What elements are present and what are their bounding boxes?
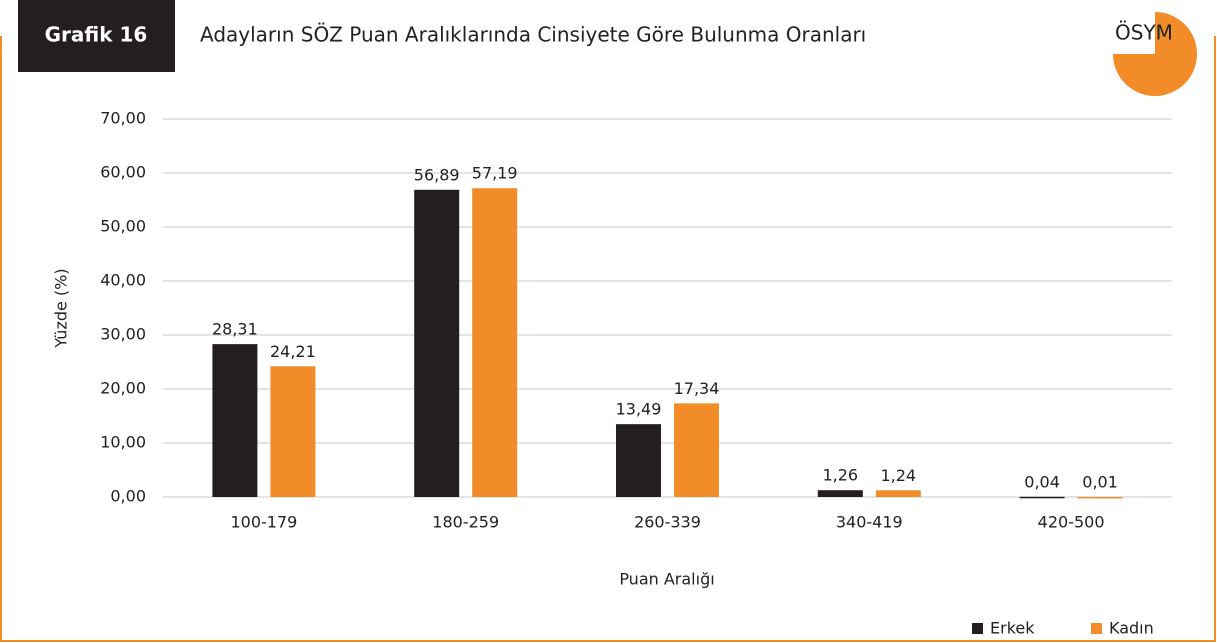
- value-label: 56,89: [414, 165, 460, 184]
- y-tick-label: 10,00: [100, 433, 146, 452]
- legend-swatch: [972, 623, 983, 634]
- value-label: 13,49: [616, 400, 662, 419]
- value-label: 0,04: [1024, 472, 1060, 491]
- logo: ÖSYM: [1115, 21, 1173, 45]
- bar: [472, 188, 518, 497]
- value-label: 1,26: [822, 466, 858, 485]
- bar: [1077, 496, 1123, 499]
- y-tick-label: 20,00: [100, 379, 146, 398]
- frame: [0, 35, 1216, 642]
- value-label: 0,01: [1082, 472, 1118, 491]
- value-label: 24,21: [270, 342, 316, 361]
- bar: [875, 490, 921, 497]
- bar: [212, 344, 258, 497]
- y-tick-label: 50,00: [100, 217, 146, 236]
- legend-label: Kadın: [1109, 619, 1154, 638]
- bar: [270, 366, 316, 497]
- value-label: 17,34: [674, 379, 720, 398]
- header-bg: [0, 0, 1217, 70]
- legend-swatch: [1091, 623, 1102, 634]
- x-tick-label: 420-500: [1038, 513, 1105, 532]
- y-tick-label: 40,00: [100, 271, 146, 290]
- bar: [817, 490, 863, 497]
- bar: [616, 424, 661, 497]
- logo-shape: [1113, 12, 1197, 96]
- value-label: 57,19: [472, 164, 518, 183]
- chart-label: Grafik 16: [45, 23, 148, 47]
- x-tick-label: 260-339: [634, 513, 701, 532]
- y-axis-label: Yüzde (%): [52, 268, 71, 348]
- y-tick-label: 30,00: [100, 325, 146, 344]
- label-box: [18, 0, 175, 72]
- bar: [414, 189, 460, 497]
- x-tick-label: 100-179: [230, 513, 297, 532]
- y-tick-label: 0,00: [110, 487, 146, 506]
- bar: [1019, 496, 1065, 499]
- value-label: 1,24: [880, 466, 916, 485]
- x-tick-label: 180-259: [432, 513, 499, 532]
- y-tick-label: 60,00: [100, 163, 146, 182]
- value-label: 28,31: [212, 320, 258, 339]
- chart-title: Adayların SÖZ Puan Aralıklarında Cinsiye…: [200, 23, 866, 47]
- x-tick-label: 340-419: [836, 513, 903, 532]
- y-tick-label: 70,00: [100, 109, 146, 128]
- legend-label: Erkek: [990, 619, 1035, 638]
- bar: [674, 403, 719, 497]
- x-axis-label: Puan Aralığı: [619, 570, 714, 589]
